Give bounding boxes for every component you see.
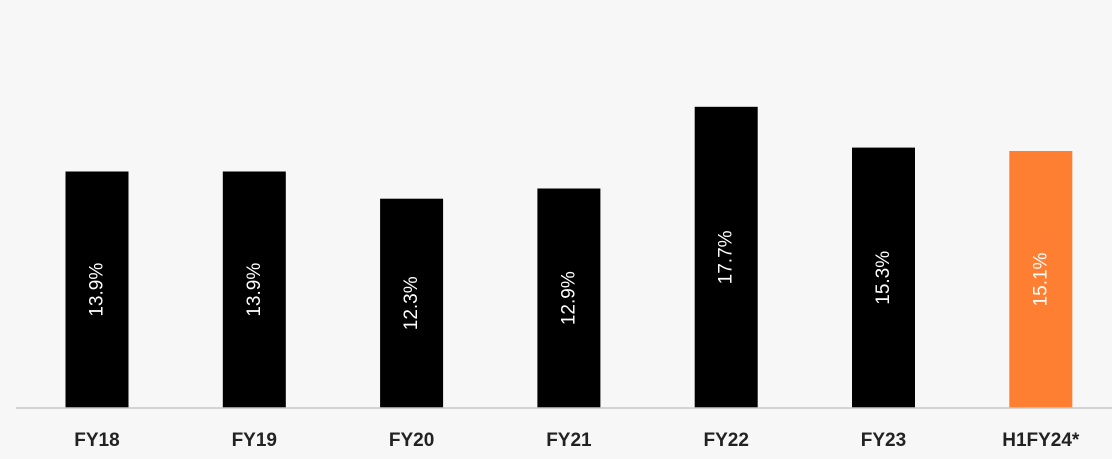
bars-group	[65, 106, 1073, 409]
bar-fy22	[694, 106, 758, 409]
x-tick-label-fy20: FY20	[389, 430, 434, 451]
x-tick-label-h1fy24: H1FY24*	[1002, 430, 1080, 451]
x-tick-label-fy18: FY18	[74, 430, 119, 451]
data-label-fy22: 17.7%	[716, 230, 737, 284]
bar-fy18	[65, 171, 129, 408]
data-label-fy20: 12.3%	[401, 276, 422, 330]
x-tick-label-fy23: FY23	[861, 430, 906, 451]
data-label-fy21: 12.9%	[558, 271, 579, 325]
x-tick-label-fy19: FY19	[232, 430, 277, 451]
category-labels-group: FY18 FY19 FY20 FY21 FY22 FY23 H1FY24*	[74, 430, 1080, 451]
data-label-fy18: 13.9%	[87, 263, 108, 317]
x-tick-label-fy22: FY22	[703, 430, 748, 451]
bar-fy21	[537, 188, 601, 408]
data-label-h1fy24: 15.1%	[1030, 252, 1051, 306]
data-label-fy19: 13.9%	[244, 263, 265, 317]
data-label-fy23: 15.3%	[873, 251, 894, 305]
bar-fy20	[380, 198, 444, 408]
bar-h1fy24	[1009, 151, 1073, 408]
x-tick-label-fy21: FY21	[546, 430, 592, 451]
value-labels-group: 13.9% 13.9% 12.3% 12.9% 17.7% 15.3% 15.1%	[87, 230, 1052, 330]
bar-fy23	[852, 147, 915, 408]
bar-fy19	[222, 171, 286, 408]
